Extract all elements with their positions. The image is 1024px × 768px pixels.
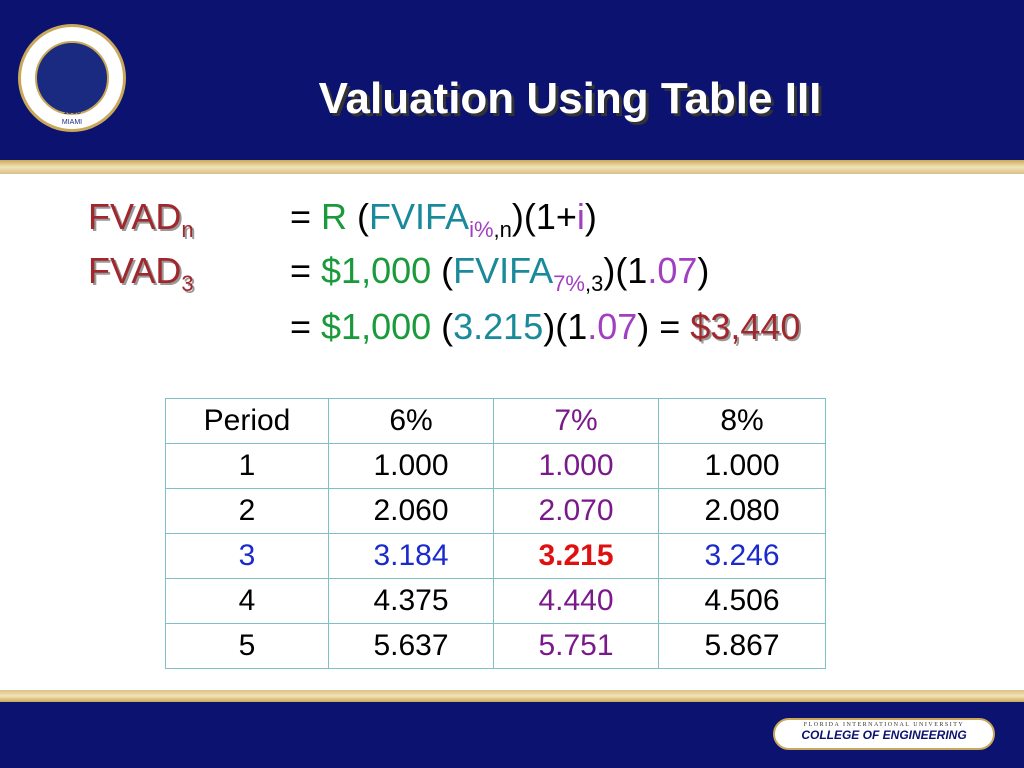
header-cell: 6%	[328, 398, 494, 444]
table-cell: 1.000	[493, 443, 659, 489]
expression-term: (	[347, 196, 370, 237]
table-cell: 2.060	[328, 488, 494, 534]
table-cell: 1.000	[658, 443, 826, 489]
table-cell: 1	[165, 443, 329, 489]
expression-subscript: ,n	[493, 217, 512, 243]
table-cell: 4.506	[658, 578, 826, 624]
expression-term: )(1	[543, 306, 588, 347]
table-cell: 5.637	[328, 623, 494, 669]
expression-term: $1,000	[321, 250, 432, 291]
seal-center	[35, 41, 109, 115]
table-row: 5 5.637 5.751 5.867	[165, 623, 826, 669]
table-cell: 3	[165, 533, 329, 579]
expression-term: =	[290, 306, 322, 347]
table-cell: 5.751	[493, 623, 659, 669]
formula-expression: = R (FVIFAi%,n)(1+i)	[290, 196, 597, 243]
seal-year: 1965	[63, 107, 81, 116]
expression-term: ) =	[637, 306, 691, 347]
expression-term: (	[431, 250, 454, 291]
label-subscript: n	[181, 217, 194, 243]
table-cell: 3.215	[493, 533, 659, 579]
university-seal: 1965 MIAMI	[18, 24, 126, 132]
header-row: Period 6% 7% 8%	[165, 398, 826, 444]
footer-stripe	[0, 690, 1024, 702]
label-subscript: 3	[181, 271, 194, 297]
table-row: 4 4.375 4.440 4.506	[165, 578, 826, 624]
table-cell: 4.440	[493, 578, 659, 624]
table-row: 2 2.060 2.070 2.080	[165, 488, 826, 534]
table-row: 3 3.184 3.215 3.246	[165, 533, 826, 579]
table-cell: 1.000	[328, 443, 494, 489]
table-cell: 2.070	[493, 488, 659, 534]
table-cell: 3.246	[658, 533, 826, 579]
header-cell: 8%	[658, 398, 826, 444]
table-cell: 4.375	[328, 578, 494, 624]
expression-term: FVIFA	[453, 250, 554, 291]
expression-subscript: 7%	[553, 271, 585, 297]
formula-expression: = $1,000 (3.215)(1.07) = $3,440	[290, 306, 800, 348]
table-cell: 5	[165, 623, 329, 669]
expression-term: =	[290, 196, 322, 237]
expression-term: 3.215	[453, 306, 544, 347]
table-cell: 5.867	[658, 623, 826, 669]
seal-city: MIAMI	[61, 119, 83, 126]
formula-label: FVAD3	[88, 250, 194, 297]
fvifa-table: Period 6% 7% 8% 1 1.000 1.000 1.000 2 2.060 2.070 2…	[165, 398, 826, 669]
expression-term: FVIFA	[369, 196, 470, 237]
header-band	[0, 0, 1024, 160]
expression-term: )	[697, 250, 710, 291]
slide-title: Valuation Using Table III	[318, 74, 822, 123]
label-text: FVAD	[88, 196, 182, 237]
expression-term: )	[584, 196, 597, 237]
expression-term: )(1	[603, 250, 648, 291]
header-cell: 7%	[493, 398, 659, 444]
expression-term: $1,000	[321, 306, 432, 347]
expression-term: =	[290, 250, 322, 291]
table-cell: 2.080	[658, 488, 826, 534]
table-cell: 3.184	[328, 533, 494, 579]
expression-term: (	[431, 306, 454, 347]
formula-label: FVADn	[88, 196, 194, 243]
college-badge: FLORIDA INTERNATIONAL UNIVERSITY COLLEGE…	[773, 718, 995, 750]
university-name: FLORIDA INTERNATIONAL UNIVERSITY	[803, 722, 965, 728]
label-text: FVAD	[88, 250, 182, 291]
expression-term: R	[321, 196, 348, 237]
table-row: 1 1.000 1.000 1.000	[165, 443, 826, 489]
expression-term: .07	[647, 250, 698, 291]
table-cell: 2	[165, 488, 329, 534]
header-stripe	[0, 160, 1024, 174]
expression-subscript: ,3	[584, 271, 604, 297]
expression-term: )(1+	[511, 196, 577, 237]
table-cell: 4	[165, 578, 329, 624]
college-name: COLLEGE OF ENGINEERING	[801, 728, 967, 742]
formula-expression: = $1,000 (FVIFA7%,3)(1.07)	[290, 250, 709, 297]
expression-term: $3,440	[690, 306, 801, 347]
expression-subscript: i%	[469, 217, 494, 243]
expression-term: i	[576, 196, 585, 237]
header-cell: Period	[165, 398, 329, 444]
expression-term: .07	[587, 306, 638, 347]
